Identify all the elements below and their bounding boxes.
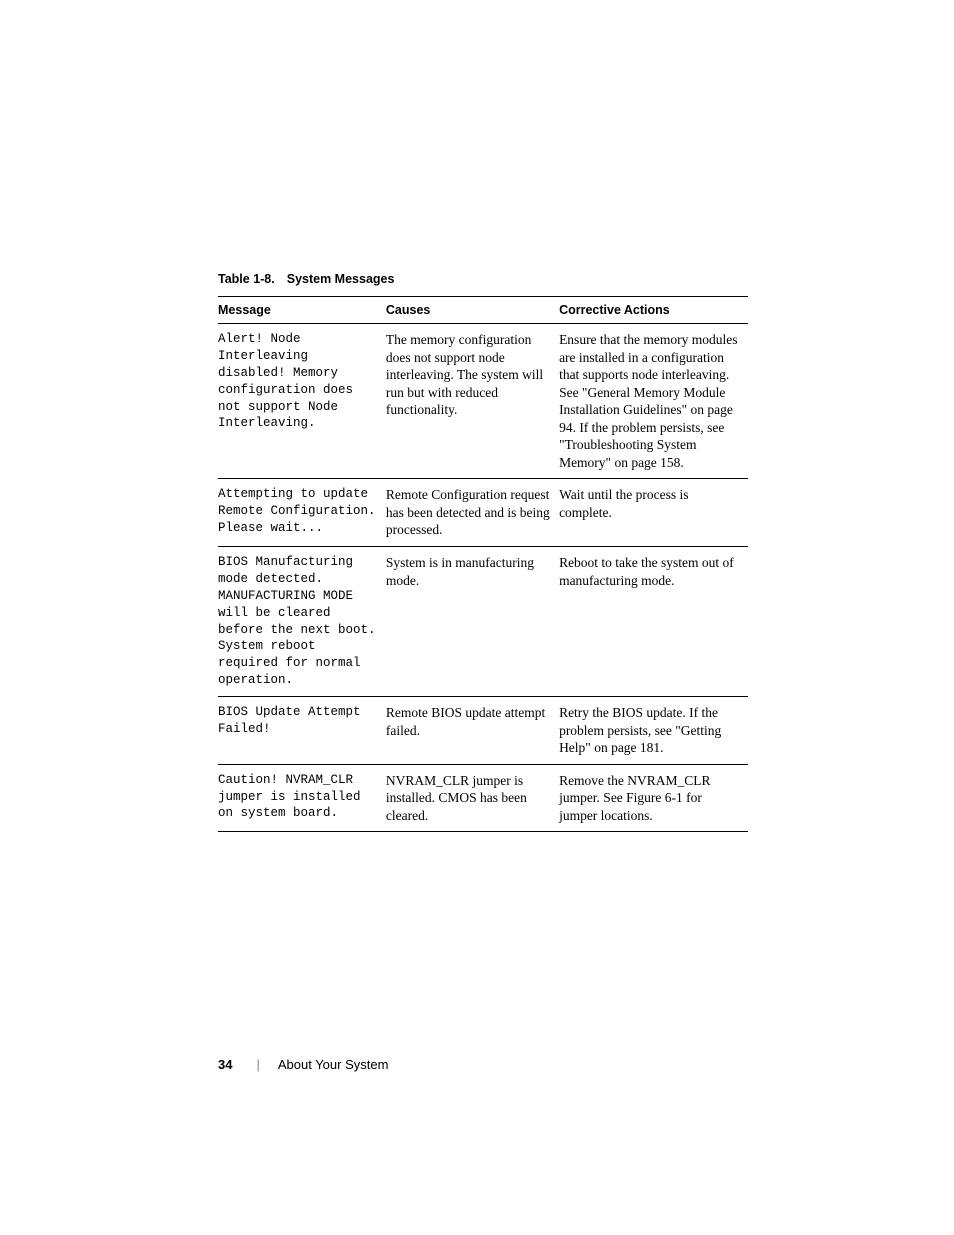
table-caption: Table 1-8. System Messages bbox=[218, 272, 748, 286]
cell-cause: Remote Configuration request has been de… bbox=[386, 479, 559, 547]
header-causes: Causes bbox=[386, 297, 559, 324]
cell-cause: System is in manufacturing mode. bbox=[386, 547, 559, 697]
table-row: BIOS Update Attempt Failed! Remote BIOS … bbox=[218, 697, 748, 765]
footer-divider: | bbox=[256, 1057, 259, 1072]
table-row: Alert! Node Interleaving disabled! Memor… bbox=[218, 324, 748, 479]
cell-message: BIOS Manufacturing mode detected. MANUFA… bbox=[218, 547, 386, 697]
cell-action: Wait until the process is complete. bbox=[559, 479, 748, 547]
footer-section-name: About Your System bbox=[278, 1057, 389, 1072]
cell-message: Alert! Node Interleaving disabled! Memor… bbox=[218, 324, 386, 479]
table-row: Caution! NVRAM_CLR jumper is installed o… bbox=[218, 764, 748, 832]
header-message: Message bbox=[218, 297, 386, 324]
cell-message: BIOS Update Attempt Failed! bbox=[218, 697, 386, 765]
system-messages-table: Message Causes Corrective Actions Alert!… bbox=[218, 296, 748, 832]
table-header-row: Message Causes Corrective Actions bbox=[218, 297, 748, 324]
cell-message: Attempting to update Remote Configuratio… bbox=[218, 479, 386, 547]
cell-cause: Remote BIOS update attempt failed. bbox=[386, 697, 559, 765]
table-row: Attempting to update Remote Configuratio… bbox=[218, 479, 748, 547]
cell-action: Ensure that the memory modules are insta… bbox=[559, 324, 748, 479]
cell-cause: NVRAM_CLR jumper is installed. CMOS has … bbox=[386, 764, 559, 832]
cell-message: Caution! NVRAM_CLR jumper is installed o… bbox=[218, 764, 386, 832]
table-row: BIOS Manufacturing mode detected. MANUFA… bbox=[218, 547, 748, 697]
table-caption-number: Table 1-8. bbox=[218, 272, 275, 286]
table-caption-title: System Messages bbox=[287, 272, 395, 286]
page-content: Table 1-8. System Messages Message Causes… bbox=[218, 272, 748, 832]
cell-action: Retry the BIOS update. If the problem pe… bbox=[559, 697, 748, 765]
cell-cause: The memory configuration does not suppor… bbox=[386, 324, 559, 479]
page-number: 34 bbox=[218, 1057, 232, 1072]
cell-action: Reboot to take the system out of manufac… bbox=[559, 547, 748, 697]
cell-action: Remove the NVRAM_CLR jumper. See Figure … bbox=[559, 764, 748, 832]
header-actions: Corrective Actions bbox=[559, 297, 748, 324]
page-footer: 34 | About Your System bbox=[218, 1057, 388, 1072]
